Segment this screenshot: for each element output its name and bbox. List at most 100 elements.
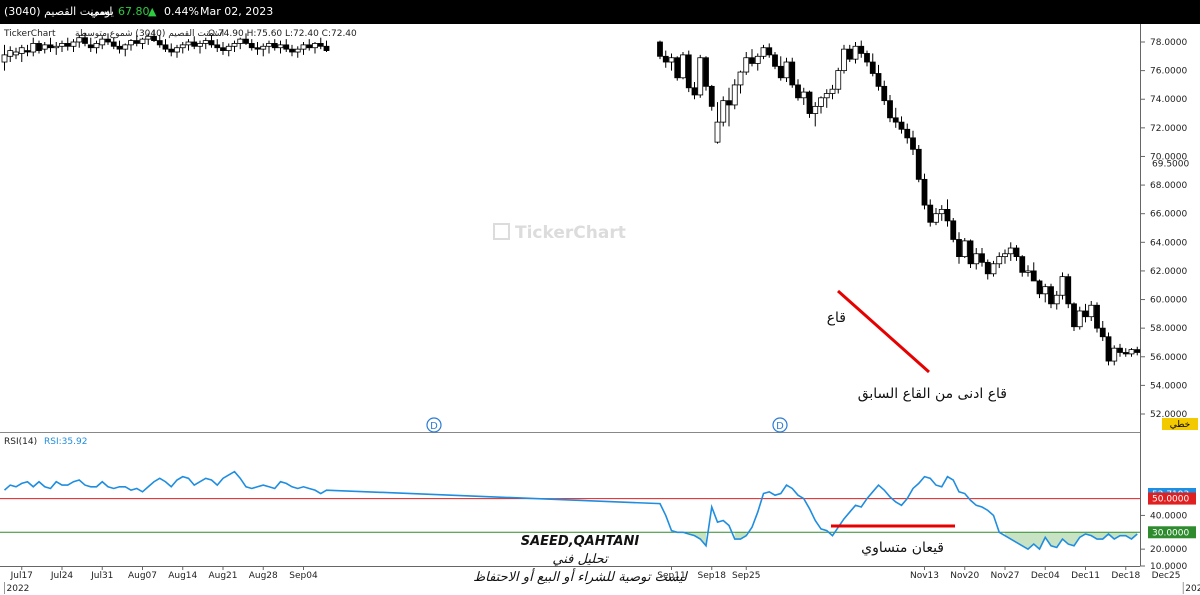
date-tick-label: Aug21 xyxy=(208,571,237,581)
candle-body xyxy=(87,44,94,49)
chart[interactable]: TickerChart اسمنت القصيم (3040) شموع متو… xyxy=(0,24,1200,595)
candle xyxy=(1013,245,1020,261)
candle xyxy=(938,205,945,221)
dividend-circle-icon[interactable] xyxy=(772,417,788,433)
candle-body xyxy=(24,50,31,53)
low-label: قاع xyxy=(827,310,846,326)
candle xyxy=(1117,343,1123,357)
candle xyxy=(1076,306,1083,330)
candle xyxy=(306,39,313,51)
price-tick-label: 66.0000 xyxy=(1150,210,1187,220)
candle-body xyxy=(846,48,853,60)
candle xyxy=(266,40,272,54)
candle-body xyxy=(904,128,911,139)
dividend-marker[interactable]: D xyxy=(772,417,788,433)
candle xyxy=(145,33,152,45)
candle-body xyxy=(1053,294,1060,305)
candle xyxy=(1099,321,1106,342)
candle xyxy=(841,44,847,74)
candle-body xyxy=(1082,310,1089,318)
candle-body xyxy=(691,87,698,96)
candle xyxy=(59,40,65,53)
candle xyxy=(904,123,911,144)
candle-body xyxy=(294,48,301,53)
candle xyxy=(128,39,134,51)
candle xyxy=(950,217,957,243)
candle-body xyxy=(47,44,54,49)
rsi-overbought-tag: 50.0000 xyxy=(1148,492,1196,505)
candle xyxy=(737,70,744,94)
candle xyxy=(858,40,865,58)
candle-body xyxy=(990,263,997,275)
symbol-title[interactable]: اسمنت القصيم (3040) xyxy=(4,5,113,18)
candle-body xyxy=(714,121,721,143)
candle-body xyxy=(806,91,813,114)
candle-body xyxy=(82,37,88,44)
candle xyxy=(806,90,813,118)
candle-body xyxy=(944,208,951,222)
date-tick-label: Dec25 xyxy=(1152,571,1181,581)
candle-body xyxy=(1042,286,1049,295)
candle xyxy=(254,42,261,55)
candle-body xyxy=(151,35,157,41)
dividend-marker[interactable]: D xyxy=(426,417,442,433)
candle xyxy=(156,34,163,48)
candle-body xyxy=(277,44,284,49)
candle xyxy=(1105,332,1112,366)
price-tick-label: 52.0000 xyxy=(1150,410,1187,420)
date-tick-label: Sep25 xyxy=(732,571,760,581)
scale-tag-label: خطي xyxy=(1170,420,1190,430)
price-tick-label: 60.0000 xyxy=(1150,296,1187,306)
candle xyxy=(691,82,698,100)
candle xyxy=(283,39,290,53)
candle xyxy=(754,53,761,71)
candle xyxy=(927,199,934,227)
candle xyxy=(1134,346,1141,356)
candle xyxy=(70,39,77,53)
candle-body xyxy=(996,256,1003,265)
candle xyxy=(714,102,721,144)
candle-body xyxy=(950,220,957,240)
candle-body xyxy=(852,45,859,60)
candle-body xyxy=(881,85,888,102)
candle-body xyxy=(835,70,842,90)
candle-body xyxy=(766,47,773,56)
candle-body xyxy=(674,57,681,79)
candle-body xyxy=(208,40,215,46)
scale-tag[interactable]: خطي xyxy=(1162,418,1198,430)
candle-body xyxy=(283,44,290,50)
date-tick-label: Aug28 xyxy=(249,571,278,581)
candle-body xyxy=(323,45,330,51)
candle-body xyxy=(116,45,123,50)
candle-body xyxy=(306,44,313,49)
candle xyxy=(835,67,842,94)
up-arrow-icon: ▲ xyxy=(148,5,157,18)
date-tick-label: Dec11 xyxy=(1071,571,1100,581)
candle-body xyxy=(979,253,985,263)
date-tick-label: Nov20 xyxy=(950,571,979,581)
signature-line2: ليست توصية للشراء أو البيع أو الاحتفاظ xyxy=(473,568,689,585)
period-label[interactable]: يومي xyxy=(90,5,114,18)
last-price-axis-label: 69.5000 xyxy=(1152,160,1189,170)
candle-body xyxy=(892,117,899,123)
rsi-tick-label: 10.0000 xyxy=(1150,562,1187,572)
candle-body xyxy=(812,105,819,114)
candle-body xyxy=(254,47,261,50)
candle xyxy=(151,30,157,42)
candle xyxy=(191,36,198,50)
candle-body xyxy=(800,91,807,99)
rsi-oversold-fill xyxy=(688,532,1138,550)
candle xyxy=(984,259,991,280)
scale-tag-box[interactable] xyxy=(1162,418,1198,430)
candle-body xyxy=(703,57,709,87)
candle xyxy=(956,232,962,264)
dividend-circle-icon[interactable] xyxy=(426,417,442,433)
candle-body xyxy=(956,239,962,258)
candle xyxy=(1030,262,1037,282)
info-brand: TickerChart xyxy=(3,29,56,39)
rsi-oversold-tag: 30.0000 xyxy=(1148,526,1196,539)
candle xyxy=(312,42,318,54)
candle xyxy=(162,39,169,53)
candle xyxy=(708,84,715,111)
candle-body xyxy=(910,137,916,150)
